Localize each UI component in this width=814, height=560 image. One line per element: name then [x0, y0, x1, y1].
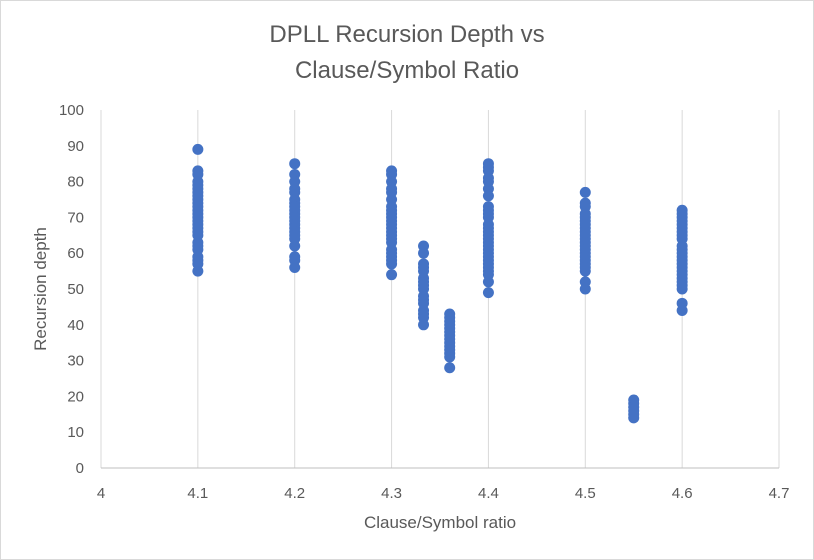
x-axis-label: Clause/Symbol ratio — [364, 513, 516, 532]
data-point — [628, 412, 640, 424]
data-point — [386, 258, 398, 270]
data-point — [444, 351, 456, 363]
data-point — [579, 186, 591, 198]
x-tick-label: 4 — [97, 485, 105, 502]
x-tick-label: 4.3 — [381, 485, 402, 502]
data-point — [579, 265, 591, 277]
data-point — [482, 276, 494, 288]
y-tick-label: 30 — [67, 353, 84, 370]
y-tick-label: 40 — [67, 317, 84, 334]
data-point — [676, 304, 688, 316]
x-tick-label: 4.4 — [478, 485, 499, 502]
chart-title-line-1: DPLL Recursion Depth vs — [269, 21, 545, 48]
data-point — [418, 247, 430, 259]
x-tick-label: 4.2 — [284, 485, 305, 502]
y-tick-label: 80 — [67, 174, 84, 191]
y-tick-label: 10 — [67, 424, 84, 441]
chart-title-line-2: Clause/Symbol Ratio — [294, 57, 520, 84]
data-point — [192, 143, 204, 155]
y-tick-label: 100 — [59, 102, 84, 119]
data-point — [289, 262, 301, 274]
y-tick-label: 50 — [67, 281, 84, 298]
y-tick-label: 90 — [67, 138, 84, 155]
x-tick-label: 4.7 — [769, 485, 790, 502]
x-tick-labels: 4 4.1 4.2 4.3 4.4 4.5 4.6 4.7 — [97, 485, 790, 502]
y-tick-label: 20 — [67, 388, 84, 405]
x-tick-label: 4.5 — [575, 485, 596, 502]
data-point — [482, 190, 494, 202]
data-point — [289, 158, 301, 170]
data-point — [579, 283, 591, 295]
y-tick-labels: 0 10 20 30 40 50 60 70 80 90 100 — [59, 102, 84, 477]
data-point — [444, 362, 456, 374]
y-tick-label: 70 — [67, 209, 84, 226]
data-point — [418, 319, 430, 331]
data-points — [192, 143, 688, 424]
data-point — [676, 283, 688, 295]
y-tick-label: 60 — [67, 245, 84, 262]
data-point — [192, 265, 204, 277]
data-point — [289, 240, 301, 252]
data-point — [386, 269, 398, 281]
data-point — [482, 287, 494, 299]
y-tick-label: 0 — [76, 460, 84, 477]
y-axis-label: Recursion depth — [31, 227, 50, 351]
x-tick-label: 4.6 — [672, 485, 693, 502]
x-tick-label: 4.1 — [187, 485, 208, 502]
